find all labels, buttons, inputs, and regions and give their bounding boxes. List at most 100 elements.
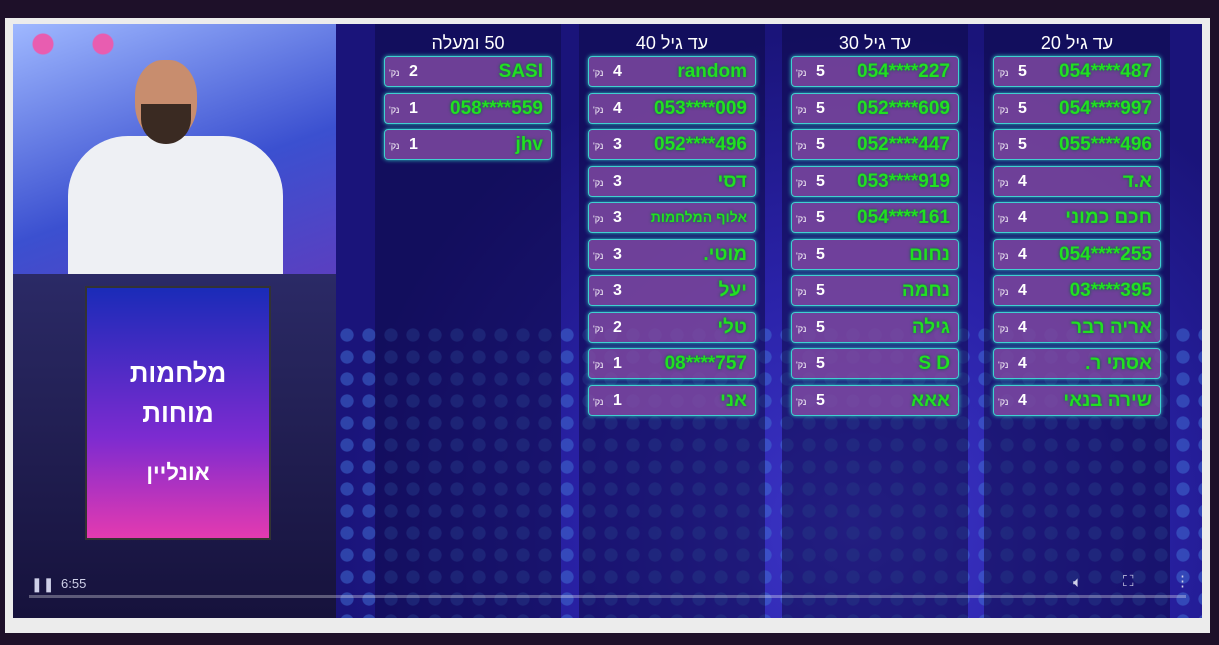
player-score: 4: [613, 99, 622, 117]
player-score: 5: [1018, 63, 1027, 80]
player-score: 5: [1018, 136, 1027, 153]
points-label: נק': [796, 104, 807, 115]
volume-icon[interactable]: 🔈︎: [1073, 574, 1083, 591]
presenter-video: מלחמות מוחות אונליין: [13, 24, 336, 618]
player-name: S D: [918, 353, 950, 374]
desk-screen-logo: מלחמות מוחות אונליין: [85, 286, 271, 540]
player-score: 1: [409, 99, 418, 117]
leaderboard-row: נק' 4 א.ד: [993, 165, 1161, 197]
player-score: 1: [409, 136, 418, 153]
points-label: נק': [389, 104, 400, 115]
logo-line1: מלחמות: [129, 358, 227, 388]
player-name: 009****053: [654, 97, 747, 119]
leaderboard-row: נק' 4 אריה רבר: [993, 311, 1161, 343]
leaderboard-row: נק' 2 SASI: [384, 56, 552, 87]
points-label: נק': [998, 360, 1009, 370]
leaderboard-row: נק' 5 נחמה: [791, 275, 959, 306]
logo-line3: אונליין: [146, 460, 210, 485]
points-label: נק': [593, 68, 604, 78]
pause-icon[interactable]: ❚❚: [31, 576, 55, 592]
player-name: מוטי.: [703, 243, 747, 265]
points-label: נק': [593, 141, 604, 151]
presenter-beard: [141, 104, 191, 144]
more-vertical-icon[interactable]: ⋮: [1175, 573, 1190, 590]
player-name: 757****08: [664, 353, 747, 374]
player-name: 559****058: [450, 97, 543, 119]
player-name: שירה בנאי: [1063, 389, 1152, 411]
leaderboard-row: נק' 3 דסי: [588, 165, 756, 197]
points-label: נק': [796, 396, 807, 407]
player-score: 1: [613, 355, 622, 372]
points-label: נק': [593, 214, 604, 224]
player-name: אלוף המלחמות: [650, 209, 747, 225]
player-score: 4: [1018, 391, 1027, 409]
player-score: 5: [816, 282, 825, 299]
player-name: אסתי ר.: [1085, 353, 1152, 374]
player-score: 2: [409, 63, 418, 80]
player-name: אאא: [911, 389, 950, 411]
leaderboard-row: נק' 5 אאא: [791, 384, 959, 416]
player-score: 5: [816, 318, 825, 336]
player-name: 255****054: [1059, 243, 1152, 265]
player-name: דסי: [717, 170, 748, 192]
player-score: 3: [613, 209, 622, 226]
leaderboard-row: נק' 1 jhv: [384, 129, 552, 160]
video-player[interactable]: מלחמות מוחות אונליין 50 ומעלה נק' 2 SASI נק'…: [13, 24, 1202, 618]
player-score: 3: [613, 136, 622, 153]
points-label: נק': [796, 360, 807, 370]
player-score: 4: [613, 63, 622, 80]
player-score: 4: [1018, 172, 1027, 190]
player-name: חכם כמוני: [1065, 207, 1152, 228]
points-label: נק': [796, 214, 807, 224]
leaderboard-row: נק' 1 559****058: [384, 92, 552, 124]
leaderboard-row: נק' 4 255****054: [993, 238, 1161, 270]
player-name: טלי: [717, 316, 747, 338]
player-name: 997****054: [1059, 97, 1152, 119]
player-score: 2: [613, 318, 622, 336]
logo-line2: מוחות: [142, 398, 214, 428]
points-label: נק': [593, 287, 604, 297]
leaderboard-row: נק' 1 757****08: [588, 348, 756, 379]
column-title: 50 ומעלה: [431, 33, 505, 53]
player-score: 5: [816, 355, 825, 372]
player-name: 227****054: [857, 61, 950, 82]
points-label: נק': [593, 360, 604, 370]
player-name: 395****03: [1069, 280, 1152, 301]
player-score: 5: [816, 136, 825, 153]
points-label: נק': [998, 68, 1009, 78]
points-label: נק': [998, 287, 1009, 297]
points-label: נק': [593, 250, 604, 261]
player-name: random: [677, 61, 747, 82]
column-title: עד גיל 20: [1040, 33, 1114, 53]
leaderboard-row: נק' 4 random: [588, 56, 756, 87]
player-score: 5: [1018, 99, 1027, 117]
leaderboard-row: נק' 4 חכם כמוני: [993, 202, 1161, 233]
points-label: נק': [998, 104, 1009, 115]
player-score: 5: [816, 245, 825, 263]
leaderboard-row: נק' 5 227****054: [791, 56, 959, 87]
player-score: 4: [1018, 282, 1027, 299]
leaderboard-row: נק' 5 נחום: [791, 238, 959, 270]
player-score: 5: [816, 391, 825, 409]
fullscreen-icon[interactable]: ⛶: [1123, 573, 1134, 590]
leaderboard-row: נק' 4 אסתי ר.: [993, 348, 1161, 379]
player-name: אני: [720, 389, 747, 411]
leaderboard-row: נק' 4 009****053: [588, 92, 756, 124]
points-label: נק': [998, 250, 1009, 261]
player-name: א.ד: [1122, 170, 1152, 192]
current-time: 6:55: [61, 576, 87, 591]
player-score: 4: [1018, 209, 1027, 226]
leaderboard-row: נק' 5 919****053: [791, 165, 959, 197]
points-label: נק': [796, 250, 807, 261]
points-label: נק': [998, 141, 1009, 151]
leaderboard-row: נק' 3 מוטי.: [588, 238, 756, 270]
leaderboard-row: נק' 5 997****054: [993, 92, 1161, 124]
leaderboard-row: נק' 5 S D: [791, 348, 959, 379]
progress-bar[interactable]: [29, 595, 1186, 598]
leaderboard-column: עד גיל 40 נק' 4 random נק' 4 009****053 נק' 3 496…: [588, 30, 756, 421]
player-name: SASI: [498, 61, 543, 82]
points-label: נק': [389, 141, 400, 151]
leaderboard: 50 ומעלה נק' 2 SASI נק' 1 559****058 נק' 1 jhv עד …: [336, 24, 1202, 618]
presenter-body: [68, 136, 283, 286]
leaderboard-column: עד גיל 20 נק' 5 487****054 נק' 5 997****054 נק'…: [993, 30, 1161, 421]
